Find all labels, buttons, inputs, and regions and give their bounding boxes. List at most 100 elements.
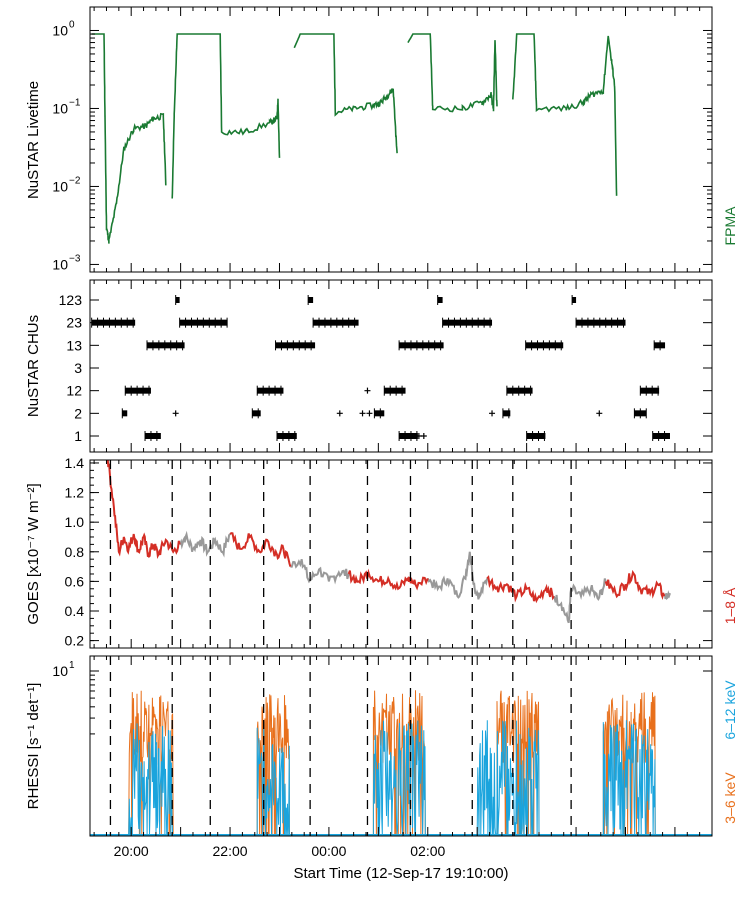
legend-rhessi-high: 6–12 keV	[722, 680, 738, 740]
goes-tick-label: 1.4	[65, 455, 85, 471]
x-tick-label: 00:00	[311, 843, 346, 859]
chu-bar-2	[252, 410, 261, 417]
chus-tick-label: 1	[74, 428, 82, 444]
goes-grey-segment-3	[552, 578, 607, 624]
dashed-lines	[109, 460, 572, 836]
x-axis: 20:00 22:00 00:00 02:00	[93, 7, 713, 859]
chu-bar-1	[145, 433, 161, 439]
rhessi-3-6kev-burst-0	[128, 690, 174, 836]
panel-goes: 0.2 0.4 0.6 0.8 1.0 1.2 1.4 GOES [x10⁻⁷ W m⁻²]…	[25, 455, 738, 649]
livetime-frame	[89, 6, 713, 273]
rhessi-6-12kev-burst-0	[128, 723, 174, 836]
rhessi-plot-area	[90, 690, 712, 836]
chu-bar-23	[576, 319, 626, 326]
livetime-tick-label: 10	[52, 178, 68, 194]
x-tick-label: 20:00	[114, 843, 149, 859]
x-tick-label: 22:00	[213, 843, 248, 859]
chu-bar-13	[147, 342, 185, 349]
goes-grey-segment-2	[426, 551, 489, 600]
livetime-tick-label: 10	[52, 100, 68, 116]
chu-bar-13	[525, 342, 564, 349]
goes-grey-segment-0	[178, 530, 231, 558]
goes-ylabel: GOES [x10⁻⁷ W m⁻²]	[25, 483, 42, 624]
goes-red-segment-3	[486, 575, 555, 604]
goes-red-segment-2	[347, 568, 429, 591]
chu-bar-123	[175, 297, 180, 303]
chu-bar-1	[399, 433, 418, 439]
livetime-tick-exponent: 0	[69, 19, 75, 30]
chus-ylabel: NuSTAR CHUs	[25, 315, 42, 417]
chu-plus-2	[489, 410, 496, 417]
goes-tick-label: 0.2	[65, 633, 85, 649]
chu-bar-123	[437, 297, 443, 303]
rhessi-ylabel: RHESSI [s⁻¹ det⁻¹]	[25, 683, 42, 810]
chus-frame	[89, 279, 713, 453]
goes-tick-label: 0.6	[65, 573, 85, 589]
chu-bar-13	[275, 342, 316, 349]
livetime-plot-area	[91, 33, 618, 244]
goes-grey-segment-4	[663, 590, 671, 601]
rhessi-3-6kev-burst-2	[372, 690, 426, 836]
goes-red-segment-0	[106, 460, 181, 560]
legend-goes: 1–8 Å	[722, 587, 738, 624]
goes-frame	[89, 459, 713, 649]
chu-plus-2	[366, 410, 373, 417]
livetime-ylabel: NuSTAR Livetime	[25, 81, 42, 199]
chu-bar-12	[384, 387, 406, 394]
chu-plus-2	[336, 410, 343, 417]
goes-plot-area	[106, 460, 671, 624]
rhessi-6-12kev-burst-3	[476, 720, 540, 836]
chu-bar-23	[442, 319, 493, 326]
chu-bar-1	[277, 433, 297, 439]
chu-bar-23	[313, 319, 359, 326]
chu-plus-2	[596, 410, 603, 417]
chus-tick-label: 123	[59, 292, 83, 308]
rhessi-6-12kev-burst-4	[602, 720, 656, 836]
goes-tick-label: 0.4	[65, 603, 85, 619]
rhessi-6-12kev-burst-2	[372, 720, 426, 836]
rhessi-y-axis: 10 1	[52, 660, 712, 735]
chu-bar-2	[374, 410, 385, 417]
rhessi-frame	[89, 655, 713, 837]
chu-bar-12	[257, 387, 284, 394]
chu-bar-13	[399, 342, 444, 349]
livetime-segment-1	[171, 33, 281, 199]
chu-plus-12	[364, 387, 371, 394]
livetime-segment-3	[407, 33, 498, 113]
rhessi-3-6kev-burst-1	[256, 694, 290, 836]
chu-bar-123	[572, 297, 577, 303]
livetime-tick-exponent: −2	[69, 175, 81, 186]
x-axis-label: Start Time (12-Sep-17 19:10:00)	[293, 865, 508, 882]
goes-grey-segment-1	[290, 558, 350, 585]
livetime-segment-2	[293, 33, 398, 154]
chu-plus-2	[359, 410, 366, 417]
livetime-tick-exponent: −3	[69, 253, 81, 264]
chus-plot-area	[91, 295, 670, 441]
panel-rhessi: 10 1 RHESSI [s⁻¹ det⁻¹] 6–12 keV 3–6 keV	[25, 655, 738, 837]
chu-bar-1	[652, 433, 670, 439]
chu-bar-12	[506, 387, 533, 394]
livetime-segment-0	[91, 33, 167, 244]
chu-bar-1	[526, 433, 546, 439]
livetime-segment-4	[512, 33, 618, 196]
x-tick-label: 02:00	[410, 843, 445, 859]
legend-fpma: FPMA	[722, 206, 738, 246]
chu-bar-12	[125, 387, 151, 394]
goes-red-segment-1	[229, 532, 292, 567]
goes-tick-label: 1.0	[65, 514, 85, 530]
livetime-tick-label: 10	[52, 256, 68, 272]
chus-tick-label: 12	[66, 383, 82, 399]
goes-tick-label: 0.8	[65, 544, 85, 560]
chu-bar-12	[640, 387, 660, 394]
chus-tick-label: 3	[74, 360, 82, 376]
chu-plus-1	[420, 433, 427, 439]
livetime-tick-label: 10	[52, 22, 68, 38]
livetime-tick-exponent: −1	[69, 97, 81, 108]
chus-tick-label: 13	[66, 337, 82, 353]
chus-tick-label: 23	[66, 315, 82, 331]
rhessi-tick-exponent: 1	[69, 660, 75, 671]
